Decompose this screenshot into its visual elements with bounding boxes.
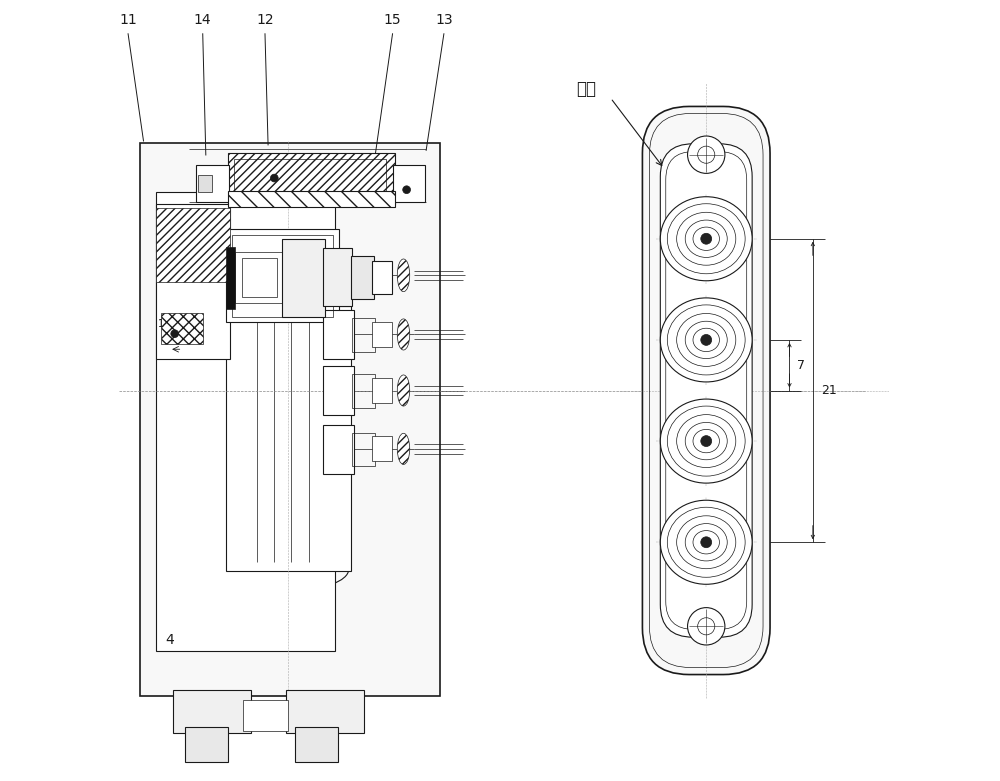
Bar <box>352 374 375 408</box>
Bar <box>352 433 375 466</box>
Ellipse shape <box>693 328 719 351</box>
Bar <box>226 229 339 322</box>
Bar <box>156 208 230 281</box>
Text: 倒角: 倒角 <box>576 80 596 98</box>
Bar <box>323 366 354 415</box>
Bar <box>372 378 392 403</box>
Circle shape <box>701 334 712 345</box>
Bar <box>323 425 354 474</box>
Bar <box>156 192 335 651</box>
Bar <box>393 165 425 202</box>
Bar <box>228 153 395 204</box>
Ellipse shape <box>660 298 752 382</box>
Bar <box>243 701 288 731</box>
Bar <box>196 165 229 202</box>
Bar <box>226 247 235 308</box>
Bar <box>232 235 333 316</box>
Bar <box>323 248 352 306</box>
Circle shape <box>701 436 712 447</box>
Text: 15: 15 <box>384 13 401 27</box>
Text: 12: 12 <box>256 13 274 27</box>
Bar <box>242 259 277 297</box>
Circle shape <box>688 608 725 645</box>
FancyBboxPatch shape <box>642 106 770 675</box>
Ellipse shape <box>693 227 719 251</box>
Ellipse shape <box>660 399 752 483</box>
Bar <box>234 159 386 198</box>
Circle shape <box>171 330 179 337</box>
Text: 4: 4 <box>165 633 174 647</box>
Bar <box>352 318 375 351</box>
Text: 21: 21 <box>821 384 836 397</box>
Bar <box>372 322 392 347</box>
Circle shape <box>701 234 712 244</box>
Ellipse shape <box>397 259 410 291</box>
Bar <box>295 727 338 762</box>
Ellipse shape <box>685 423 727 460</box>
Ellipse shape <box>693 430 719 453</box>
Text: 11: 11 <box>119 13 137 27</box>
Circle shape <box>688 136 725 173</box>
Text: 1: 1 <box>158 319 164 330</box>
Circle shape <box>701 537 712 547</box>
Ellipse shape <box>397 433 410 465</box>
Text: 7: 7 <box>797 358 805 372</box>
Bar <box>351 256 374 298</box>
Text: 14: 14 <box>194 13 212 27</box>
Bar <box>282 239 325 316</box>
Bar <box>226 306 351 571</box>
Circle shape <box>403 186 411 194</box>
Ellipse shape <box>685 523 727 561</box>
Ellipse shape <box>397 319 410 350</box>
Ellipse shape <box>685 220 727 258</box>
Bar <box>372 262 392 294</box>
Bar <box>156 204 230 359</box>
Circle shape <box>698 146 715 163</box>
Ellipse shape <box>660 197 752 281</box>
Bar <box>140 143 440 696</box>
Bar <box>198 175 212 192</box>
Circle shape <box>698 618 715 635</box>
Ellipse shape <box>693 530 719 554</box>
Ellipse shape <box>660 500 752 584</box>
Bar <box>323 310 354 359</box>
Ellipse shape <box>397 375 410 406</box>
Bar <box>161 312 203 344</box>
Bar <box>235 252 282 302</box>
Bar <box>372 437 392 462</box>
Bar <box>185 727 228 762</box>
Text: 13: 13 <box>435 13 453 27</box>
FancyBboxPatch shape <box>660 144 752 637</box>
Bar <box>228 191 395 207</box>
Ellipse shape <box>685 321 727 358</box>
Bar <box>286 690 364 733</box>
Bar <box>173 690 251 733</box>
Circle shape <box>270 174 278 182</box>
